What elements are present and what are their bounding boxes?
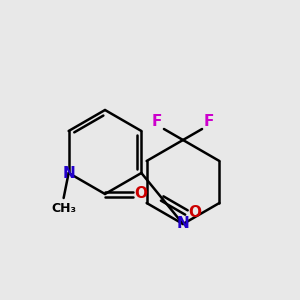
Text: F: F [152,115,162,130]
Text: O: O [188,205,201,220]
Text: CH₃: CH₃ [51,202,76,214]
Text: N: N [62,166,75,181]
Text: N: N [177,217,189,232]
Text: F: F [204,115,214,130]
Text: O: O [134,187,148,202]
